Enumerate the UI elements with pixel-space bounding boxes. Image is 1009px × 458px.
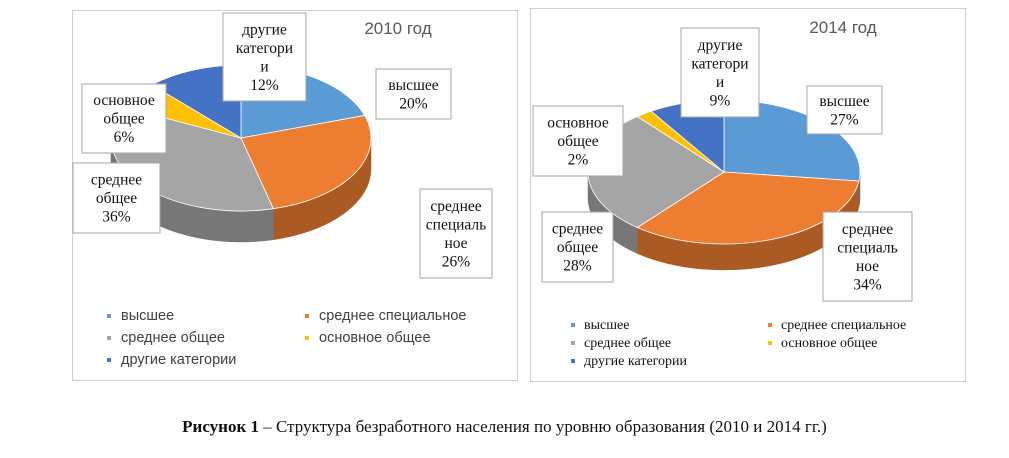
legend-item: среднее специальное (781, 318, 906, 333)
chart-2010-panel: 2010 год высшее 20% среднее специаль ное 26% ср… (72, 10, 518, 381)
data-label-text: другие (698, 37, 743, 54)
data-label-text: 2% (568, 152, 589, 169)
data-label-box (419, 188, 493, 279)
legend-marker (107, 336, 111, 340)
legend-marker (305, 314, 309, 318)
data-label-text: 36% (102, 209, 131, 226)
legend-marker (571, 341, 575, 345)
data-label-text: среднее (91, 172, 142, 189)
pie-slices (587, 99, 861, 245)
data-label-text: основное (547, 115, 609, 132)
data-label-box (680, 27, 760, 118)
data-label-text: основное (93, 92, 155, 109)
legend-item: другие категории (584, 354, 688, 369)
pie-slice-среднее-специальное (636, 171, 860, 245)
legend: высшее среднее специальное среднее общее ос… (107, 308, 466, 368)
data-label-text: общее (103, 111, 144, 128)
data-label-text: общее (96, 190, 137, 207)
legend-item: среднее общее (584, 336, 671, 351)
data-label-text: среднее (430, 198, 481, 215)
data-label-text: ное (856, 258, 879, 275)
data-label-text: 34% (853, 276, 882, 293)
pie-slice-среднее-специальное (240, 114, 372, 210)
legend-marker (305, 336, 309, 340)
data-label-box (222, 12, 307, 102)
data-label-text: категори (691, 55, 748, 72)
data-label-text: высшее (388, 77, 438, 94)
data-label-text: общее (557, 239, 598, 256)
data-label-box (541, 211, 614, 283)
data-label-box (375, 68, 452, 120)
data-label-box (822, 211, 913, 302)
caption-text: – Структура безработного населения по ур… (259, 417, 827, 436)
legend-marker (571, 323, 575, 327)
data-label-text: общее (557, 133, 598, 150)
legend-item: высшее (121, 308, 174, 324)
data-label-text: другие (242, 21, 287, 38)
legend: высшее среднее специальное среднее общее ос… (571, 318, 906, 369)
legend-item: среднее общее (121, 330, 225, 346)
data-label-box (532, 105, 624, 177)
legend-marker (571, 359, 575, 363)
legend-item: среднее специальное (319, 308, 466, 324)
chart-title: 2010 год (364, 19, 431, 38)
data-label-box (81, 83, 167, 154)
data-label-text: 27% (830, 111, 859, 128)
legend-item: другие категории (121, 352, 236, 368)
chart-2014-panel: 2014 год высшее 27% среднее специаль ное 34% ср… (530, 8, 966, 382)
legend-item: основное общее (319, 330, 431, 346)
data-label-text: и (716, 74, 724, 91)
data-label-box (806, 85, 883, 135)
data-label-text: ное (444, 235, 467, 252)
pie-chart-2010: 2010 годвысшее20%среднееспециальное26%ср… (72, 12, 493, 368)
data-label-text: 12% (250, 77, 279, 94)
data-label-box (72, 162, 161, 234)
legend-marker (107, 358, 111, 362)
legend-marker (768, 323, 772, 327)
legend-item: основное общее (781, 336, 877, 351)
data-label-text: 26% (442, 253, 471, 270)
caption-prefix: Рисунок 1 (182, 417, 260, 436)
data-label-text: 6% (114, 129, 135, 146)
figure-caption: Рисунок 1 – Структура безработного насел… (0, 417, 1009, 437)
data-label-text: и (260, 58, 268, 75)
legend-marker (768, 341, 772, 345)
pie-chart-2014: 2014 годвысшее27%среднееспециальное34%ср… (532, 18, 913, 369)
data-label-text: высшее (819, 93, 869, 110)
data-label-text: категори (236, 40, 293, 57)
data-label-text: 28% (563, 258, 592, 275)
data-label-text: специаль (426, 216, 486, 233)
chart-title: 2014 год (809, 18, 876, 37)
legend-marker (107, 314, 111, 318)
data-label-text: 20% (399, 95, 428, 112)
data-label-text: специаль (837, 239, 897, 256)
legend-item: высшее (584, 318, 629, 333)
data-label-text: среднее (842, 221, 893, 238)
data-label-text: 9% (710, 92, 731, 109)
data-label-text: среднее (552, 221, 603, 238)
data-label: другие категории 12% (222, 12, 307, 102)
